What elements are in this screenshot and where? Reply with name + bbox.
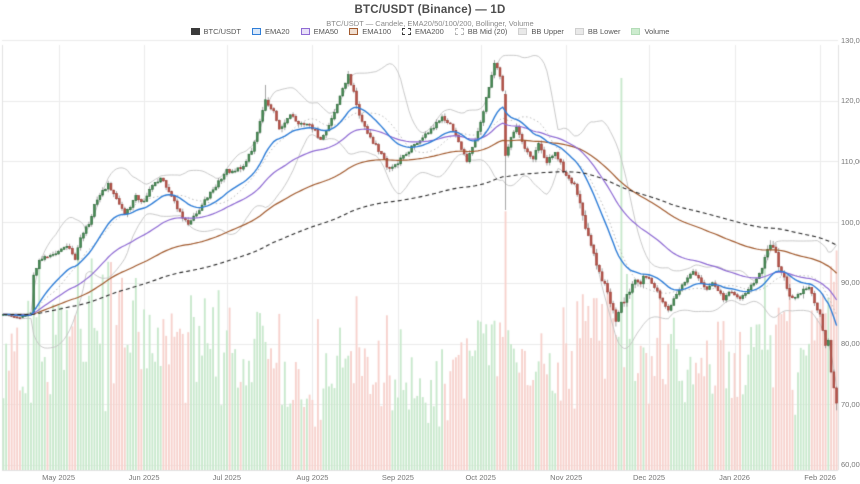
x-tick-label: Jun 2025 [128,473,160,482]
x-tick-label: Nov 2025 [550,473,583,482]
x-tick-label: Dec 2025 [632,473,666,482]
x-tick-label: Jan 2026 [719,473,750,482]
y-tick-label: 110,000 [841,156,860,166]
y-tick-label: 80,000 [841,339,860,349]
y-tick-label: 60,000 [841,460,860,470]
x-tick-label: Sep 2025 [381,473,414,482]
x-tick-label: Oct 2025 [465,473,496,482]
x-tick-label: May 2025 [42,473,76,482]
y-tick-label: 100,000 [841,217,860,227]
x-tick-label: Jul 2025 [212,473,242,482]
x-tick-label: Feb 2026 [804,473,836,482]
y-tick-label: 130,000 [841,35,860,45]
y-tick-label: 90,000 [841,278,860,288]
y-tick-label: 70,000 [841,399,860,409]
y-tick-label: 120,000 [841,96,860,106]
x-tick-label: Aug 2025 [296,473,329,482]
